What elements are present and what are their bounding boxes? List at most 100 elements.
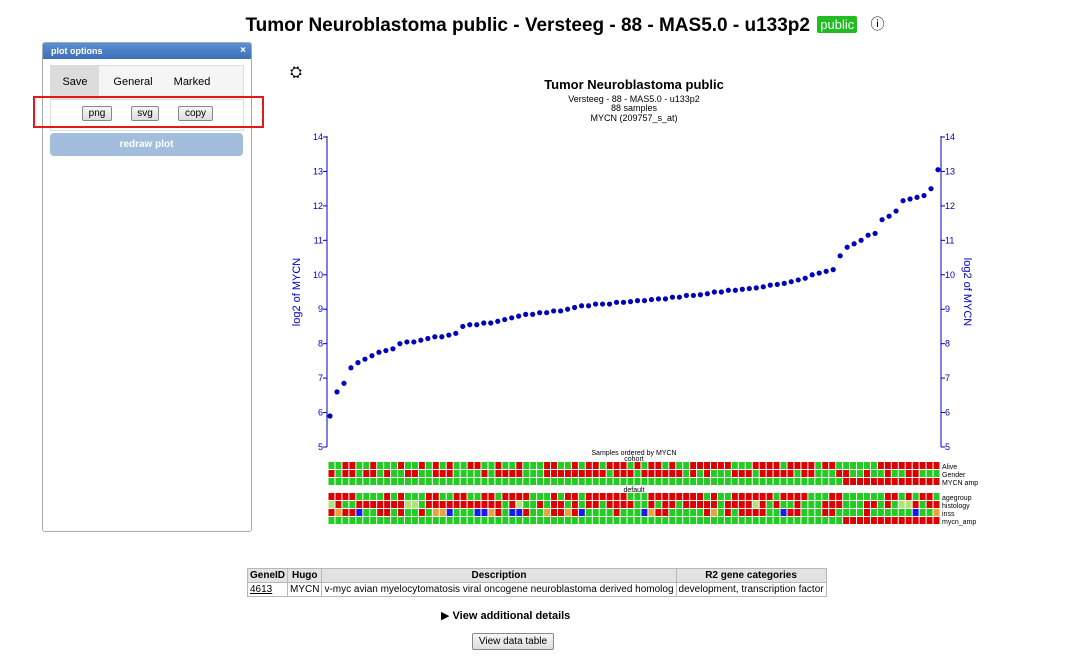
track-cell [405, 509, 411, 516]
data-point [851, 241, 857, 247]
track-cell [446, 493, 453, 500]
track-cell [794, 501, 801, 508]
track-cell [523, 470, 530, 477]
copy-button[interactable]: copy [178, 106, 213, 121]
track-cell [912, 509, 919, 516]
track-cell [509, 509, 516, 516]
data-point [802, 275, 808, 281]
track-cell [460, 509, 467, 516]
track-cell [829, 478, 836, 485]
view-additional-details[interactable]: ▶ View additional details [441, 609, 570, 622]
track-cell [571, 493, 578, 500]
track-cell [585, 462, 592, 469]
track-cell [877, 509, 884, 516]
data-point [865, 232, 871, 238]
gear-icon[interactable]: ⛭ [290, 64, 303, 81]
track-cell [808, 501, 815, 508]
track-cell [843, 501, 850, 508]
track-cell [523, 509, 530, 516]
data-point [334, 389, 340, 395]
track-cell [558, 509, 564, 516]
data-point [641, 298, 648, 304]
track-cell [391, 517, 398, 524]
track-cell [926, 493, 933, 500]
cell-geneid: 4613 [246, 582, 289, 597]
track-cell [467, 470, 474, 477]
track-cell [551, 501, 557, 508]
track-cell [411, 478, 418, 485]
track-cell [363, 470, 370, 477]
chart-subtitle-2: 88 samples [611, 103, 658, 113]
track-cell [641, 470, 648, 477]
y-tick-label-left: 7 [318, 373, 323, 383]
track-cell [328, 462, 335, 469]
track-cell [808, 462, 815, 469]
track-cell [551, 462, 557, 469]
redraw-plot-button[interactable]: redraw plot [50, 133, 243, 156]
track-cell [864, 517, 870, 524]
track-cell [342, 493, 349, 500]
track-cell [731, 478, 738, 485]
track-cell [717, 501, 724, 508]
data-point [781, 280, 787, 286]
track-cell [453, 462, 460, 469]
track-cell [766, 493, 773, 500]
track-cell [356, 470, 363, 477]
data-point [592, 301, 599, 307]
tab-save[interactable]: Save [51, 66, 99, 99]
track-cell [773, 478, 780, 485]
track-cell [411, 493, 418, 500]
track-cell [697, 478, 704, 485]
track-label-alive: Alive [942, 464, 957, 471]
cell-description: v-myc avian myelocytomatosis viral oncog… [321, 582, 677, 597]
track-cell [578, 493, 585, 500]
track-cell [432, 470, 439, 477]
track-cell [398, 478, 404, 485]
track-cell [405, 493, 411, 500]
track-cell [919, 517, 926, 524]
track-cell [564, 493, 571, 500]
data-point [816, 270, 822, 276]
track-cell [864, 462, 870, 469]
track-cell [509, 462, 516, 469]
track-cell [898, 517, 905, 524]
track-cell [606, 478, 613, 485]
track-cell [418, 501, 425, 508]
track-cell [384, 517, 391, 524]
view-data-table-button[interactable]: View data table [472, 633, 554, 650]
track-cell [523, 478, 530, 485]
track-cell [641, 509, 648, 516]
track-cell [926, 501, 933, 508]
data-point [704, 291, 710, 297]
track-cell [405, 501, 411, 508]
track-cell [488, 478, 495, 485]
track-cell [933, 509, 940, 516]
track-cell [418, 509, 425, 516]
svg-button[interactable]: svg [131, 106, 159, 121]
track-cell [578, 462, 585, 469]
geneid-link[interactable]: 4613 [250, 584, 273, 595]
track-cell [425, 493, 432, 500]
track-cell [683, 462, 690, 469]
track-cell [857, 509, 863, 516]
track-cell [432, 517, 439, 524]
y-tick-label-left: 8 [318, 339, 323, 349]
track-cell [829, 517, 836, 524]
track-cell [745, 470, 752, 477]
track-cell [905, 470, 912, 477]
track-cell [509, 493, 516, 500]
panel-header[interactable]: plot options × [43, 43, 251, 59]
track-cell [384, 470, 391, 477]
track-cell [662, 509, 669, 516]
track-cell [683, 517, 690, 524]
header-categories: R2 gene categories [675, 568, 827, 583]
track-cell [801, 478, 808, 485]
png-button[interactable]: png [82, 106, 112, 121]
close-icon[interactable]: × [240, 45, 246, 56]
track-cell [655, 478, 662, 485]
track-cell [488, 493, 495, 500]
info-icon[interactable]: ⓘ [870, 16, 885, 32]
tab-marked[interactable]: Marked [173, 76, 211, 88]
tab-general[interactable]: General [113, 76, 153, 88]
data-point [879, 217, 885, 223]
